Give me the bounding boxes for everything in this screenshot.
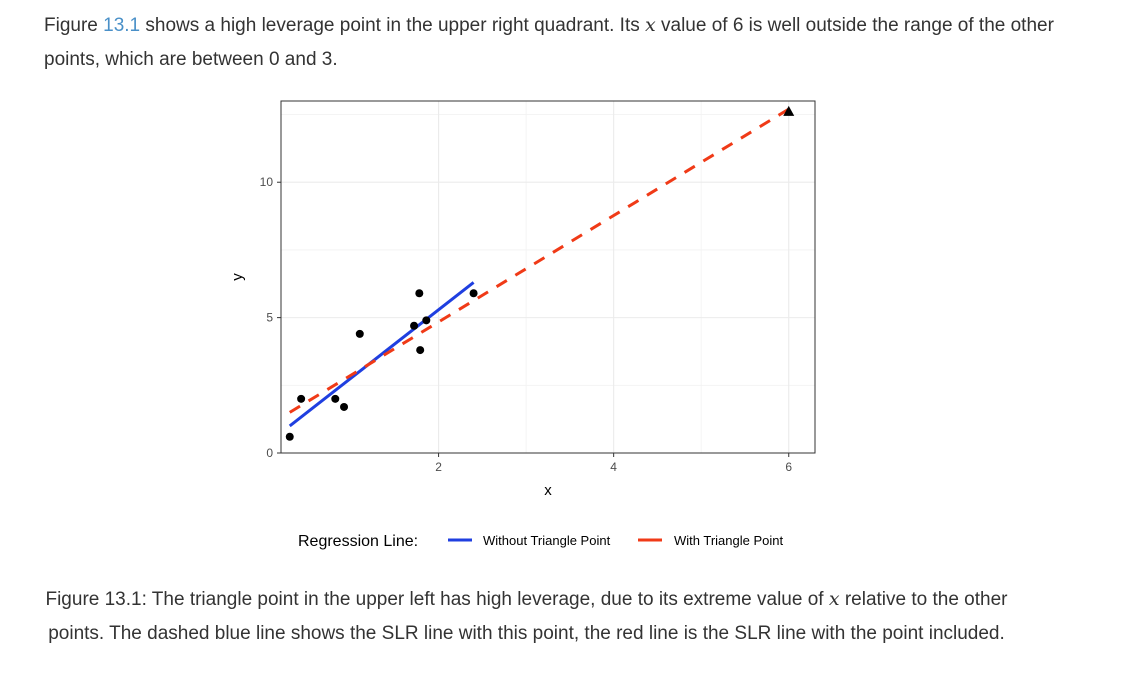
plot-panel: [281, 101, 815, 453]
regression-line-with-triangle: [288, 107, 790, 414]
intro-prefix: Figure: [44, 15, 104, 36]
intro-middle1: shows a high leverage point in the upper…: [140, 15, 645, 36]
intro-math-x: x: [645, 14, 656, 36]
legend-label-without-triangle: Without Triangle Point: [483, 533, 611, 548]
caption-math-x: x: [828, 588, 840, 610]
legend-title: Regression Line:: [298, 533, 418, 550]
data-point: [415, 289, 424, 298]
y-axis-title: y: [229, 273, 246, 281]
caption-part1: Figure 13.1: The triangle point in the u…: [45, 589, 829, 610]
scatter-plot: 2 4 6 0 5 10 x y Regression Line: Without Triangl…: [229, 100, 816, 550]
x-tick-label: 6: [785, 460, 792, 474]
intro-paragraph: Figure 13.1 shows a high leverage point …: [44, 8, 1084, 77]
regression-line-without-triangle: [288, 281, 475, 428]
data-point: [297, 394, 306, 403]
y-tick-label: 5: [266, 311, 273, 325]
data-point: [410, 321, 419, 330]
y-tick-label: 0: [266, 446, 273, 460]
data-point: [416, 346, 425, 355]
figure-caption: Figure 13.1: The triangle point in the u…: [44, 582, 1009, 651]
data-point: [469, 289, 478, 298]
x-tick-label: 4: [610, 460, 617, 474]
figure-link[interactable]: 13.1: [103, 15, 141, 36]
data-point: [422, 316, 431, 325]
legend-label-with-triangle: With Triangle Point: [674, 533, 783, 548]
data-point: [331, 394, 340, 403]
x-axis-title: x: [544, 482, 552, 499]
intro-middle2: value of 6 is well outside the range of …: [44, 15, 1054, 70]
panel-border: [280, 100, 816, 454]
triangle-point: [783, 105, 795, 116]
data-point: [340, 402, 349, 411]
data-point: [285, 432, 294, 441]
caption-part2: relative to the other points. The dashed…: [48, 589, 1008, 644]
x-tick-label: 2: [435, 460, 442, 474]
data-point: [355, 329, 364, 338]
y-tick-label: 10: [260, 175, 274, 189]
